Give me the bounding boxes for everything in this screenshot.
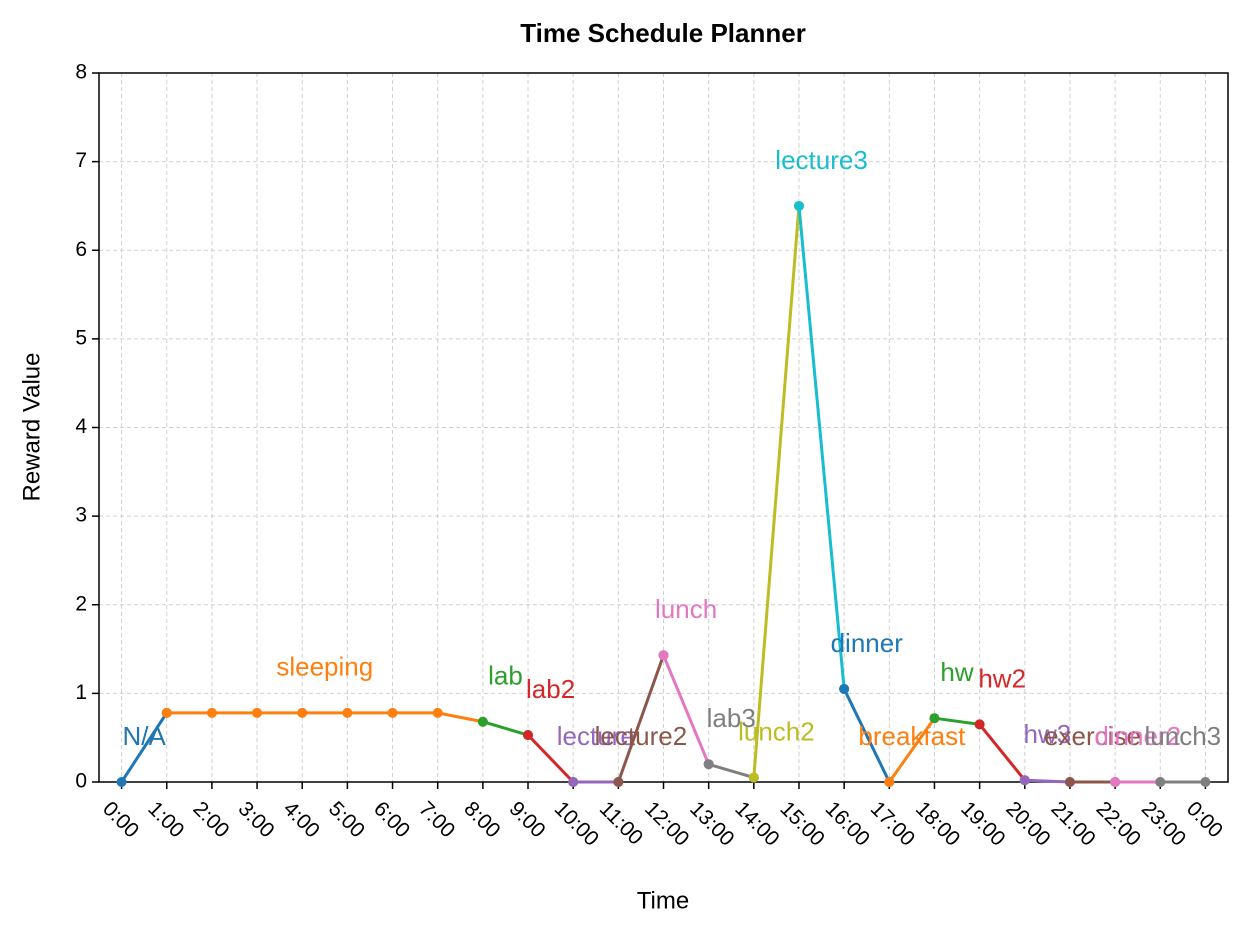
series-line: [662, 654, 711, 765]
x-tick-label: 13:00: [685, 797, 738, 850]
series-label: sleeping: [276, 652, 373, 682]
x-tick-label: 20:00: [1001, 797, 1054, 850]
y-axis-label: Reward Value: [18, 353, 45, 502]
x-tick-label: 22:00: [1092, 797, 1145, 850]
series-line: [797, 205, 846, 690]
series-label: dinner: [831, 628, 904, 658]
series-point: [839, 683, 850, 694]
series-point: [342, 707, 353, 718]
series-line: [482, 720, 529, 737]
x-tick-label: 18:00: [911, 797, 964, 850]
x-tick-label: 15:00: [776, 797, 829, 850]
series-point: [1200, 777, 1211, 787]
y-tick-label: 3: [75, 504, 87, 527]
series-label: exercise: [1044, 721, 1141, 751]
series-point: [613, 777, 624, 787]
series-line: [752, 205, 801, 778]
plot-frame: [98, 72, 1229, 783]
series-point: [974, 719, 985, 730]
series-label: lab3: [707, 703, 756, 733]
series-point: [477, 716, 488, 727]
x-tick-label: 0:00: [98, 797, 143, 842]
x-tick-label: 8:00: [459, 797, 504, 842]
x-tick-label: 6:00: [369, 797, 414, 842]
x-tick-label: 2:00: [188, 797, 233, 842]
series-point: [1155, 777, 1166, 787]
series-line: [120, 712, 168, 783]
x-tick-label: 14:00: [730, 797, 783, 850]
series-point: [1064, 777, 1075, 787]
x-tick-label: 11:00: [595, 797, 647, 849]
series-line: [888, 717, 936, 783]
series-label: hw2: [978, 663, 1026, 693]
x-tick-label: 7:00: [414, 797, 459, 842]
series-point: [387, 707, 398, 718]
series-point: [252, 707, 263, 718]
x-tick-label: 4:00: [279, 797, 324, 842]
series-point: [161, 707, 172, 718]
series-point: [703, 759, 714, 770]
y-tick-label: 0: [75, 770, 87, 793]
series-point: [658, 650, 669, 661]
series-label: hw3: [1024, 719, 1072, 749]
x-axis-label: Time: [637, 887, 689, 914]
series-label: dinner2: [1094, 721, 1181, 751]
series-label: lecture2: [595, 721, 688, 751]
y-tick-label: 6: [75, 238, 87, 261]
series-point: [206, 707, 217, 718]
series-label: lunch: [655, 594, 717, 624]
y-tick-label: 2: [75, 592, 87, 615]
series-label: lunch2: [738, 716, 815, 746]
x-tick-label: 1:00: [143, 797, 188, 842]
series-line: [708, 762, 755, 780]
series-label: lecture3: [775, 145, 868, 175]
y-tick-label: 1: [75, 681, 87, 704]
series-point: [884, 777, 895, 787]
x-tick-label: 23:00: [1137, 797, 1190, 850]
series-line: [1024, 778, 1070, 784]
series-line: [934, 716, 980, 726]
chart-title: Time Schedule Planner: [520, 18, 806, 48]
series-point: [432, 707, 443, 718]
x-tick-label: 16:00: [821, 797, 874, 850]
series-label: breakfast: [858, 721, 966, 751]
series-point: [793, 200, 804, 211]
series-point: [523, 730, 534, 741]
x-tick-label: 12:00: [640, 797, 693, 850]
x-tick-label: 19:00: [956, 797, 1009, 850]
series-label: hw: [940, 657, 973, 687]
series-label: lab: [488, 661, 523, 691]
x-tick-label: 21:00: [1046, 797, 1099, 850]
series-label: lab2: [526, 674, 575, 704]
series-line: [978, 723, 1026, 782]
x-tick-label: 17:00: [866, 797, 919, 850]
y-tick-label: 7: [75, 149, 87, 172]
series-line: [616, 654, 665, 783]
series-point: [1019, 775, 1030, 786]
x-tick-label: 10:00: [550, 797, 603, 850]
x-tick-label: 3:00: [234, 797, 279, 842]
series-line: [526, 733, 575, 784]
series-point: [1110, 777, 1121, 787]
series-label: lecture: [557, 721, 635, 751]
series-point: [748, 772, 759, 783]
x-tick-label: 5:00: [324, 797, 369, 842]
series-line: [166, 711, 484, 724]
series-label: lunch3: [1145, 721, 1222, 751]
series-point: [116, 777, 127, 787]
series-line: [842, 688, 891, 783]
y-tick-label: 8: [75, 61, 87, 84]
series-label: N/A: [122, 721, 166, 751]
y-tick-label: 5: [75, 326, 87, 349]
y-tick-label: 4: [75, 415, 87, 438]
series-point: [297, 707, 308, 718]
series-point: [568, 777, 579, 787]
series-point: [929, 713, 940, 724]
x-tick-label: 9:00: [505, 797, 550, 842]
